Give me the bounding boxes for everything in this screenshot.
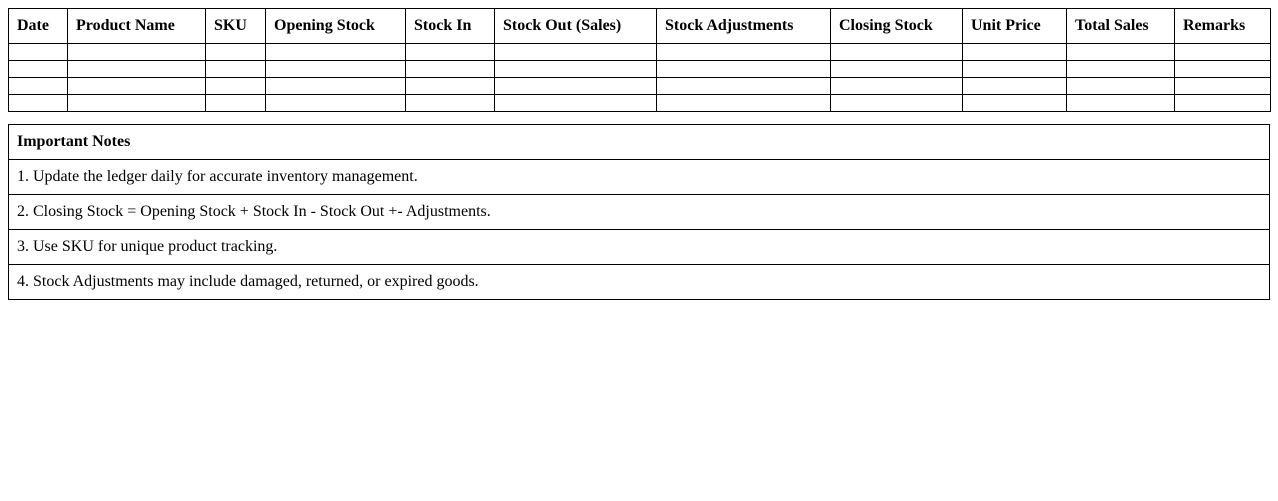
table-row bbox=[8, 43, 1271, 61]
table-cell[interactable] bbox=[67, 60, 206, 78]
table-cell[interactable] bbox=[830, 77, 963, 95]
note-item: 2. Closing Stock = Opening Stock + Stock… bbox=[8, 194, 1270, 230]
table-cell[interactable] bbox=[962, 60, 1067, 78]
table-cell[interactable] bbox=[405, 77, 495, 95]
table-cell[interactable] bbox=[265, 94, 406, 112]
table-cell[interactable] bbox=[67, 77, 206, 95]
table-cell[interactable] bbox=[494, 77, 657, 95]
inventory-ledger-table: Date Product Name SKU Opening Stock Stoc… bbox=[8, 8, 1271, 112]
table-cell[interactable] bbox=[205, 77, 266, 95]
col-sku: SKU bbox=[205, 8, 266, 44]
table-cell[interactable] bbox=[656, 77, 831, 95]
table-cell[interactable] bbox=[205, 60, 266, 78]
table-cell[interactable] bbox=[830, 43, 963, 61]
important-notes-table: Important Notes 1. Update the ledger dai… bbox=[8, 124, 1270, 300]
table-cell[interactable] bbox=[8, 43, 68, 61]
table-cell[interactable] bbox=[405, 94, 495, 112]
table-cell[interactable] bbox=[962, 94, 1067, 112]
col-total-sales: Total Sales bbox=[1066, 8, 1175, 44]
col-remarks: Remarks bbox=[1174, 8, 1271, 44]
table-cell[interactable] bbox=[8, 60, 68, 78]
table-cell[interactable] bbox=[8, 94, 68, 112]
table-cell[interactable] bbox=[494, 60, 657, 78]
col-product-name: Product Name bbox=[67, 8, 206, 44]
table-cell[interactable] bbox=[656, 43, 831, 61]
table-cell[interactable] bbox=[962, 77, 1067, 95]
table-cell[interactable] bbox=[830, 94, 963, 112]
table-cell[interactable] bbox=[1066, 60, 1175, 78]
col-stock-out: Stock Out (Sales) bbox=[494, 8, 657, 44]
table-cell[interactable] bbox=[494, 94, 657, 112]
col-closing-stock: Closing Stock bbox=[830, 8, 963, 44]
table-row bbox=[8, 77, 1271, 95]
col-stock-in: Stock In bbox=[405, 8, 495, 44]
table-cell[interactable] bbox=[1066, 94, 1175, 112]
table-cell[interactable] bbox=[265, 43, 406, 61]
table-cell[interactable] bbox=[205, 94, 266, 112]
note-item: 3. Use SKU for unique product tracking. bbox=[8, 229, 1270, 265]
table-cell[interactable] bbox=[265, 60, 406, 78]
table-cell[interactable] bbox=[405, 43, 495, 61]
table-cell[interactable] bbox=[962, 43, 1067, 61]
table-cell[interactable] bbox=[1174, 43, 1271, 61]
table-cell[interactable] bbox=[67, 94, 206, 112]
table-cell[interactable] bbox=[1174, 60, 1271, 78]
table-cell[interactable] bbox=[494, 43, 657, 61]
table-cell[interactable] bbox=[265, 77, 406, 95]
note-item: 4. Stock Adjustments may include damaged… bbox=[8, 264, 1270, 300]
col-unit-price: Unit Price bbox=[962, 8, 1067, 44]
table-cell[interactable] bbox=[1066, 77, 1175, 95]
table-cell[interactable] bbox=[205, 43, 266, 61]
table-cell[interactable] bbox=[67, 43, 206, 61]
header-row: Date Product Name SKU Opening Stock Stoc… bbox=[8, 8, 1271, 44]
notes-title: Important Notes bbox=[8, 124, 1270, 160]
table-cell[interactable] bbox=[1174, 77, 1271, 95]
table-cell[interactable] bbox=[8, 77, 68, 95]
table-cell[interactable] bbox=[1174, 94, 1271, 112]
col-stock-adjustments: Stock Adjustments bbox=[656, 8, 831, 44]
table-cell[interactable] bbox=[656, 60, 831, 78]
table-cell[interactable] bbox=[830, 60, 963, 78]
note-item: 1. Update the ledger daily for accurate … bbox=[8, 159, 1270, 195]
table-cell[interactable] bbox=[405, 60, 495, 78]
table-cell[interactable] bbox=[656, 94, 831, 112]
table-row bbox=[8, 94, 1271, 112]
table-row bbox=[8, 60, 1271, 78]
col-date: Date bbox=[8, 8, 68, 44]
col-opening-stock: Opening Stock bbox=[265, 8, 406, 44]
table-cell[interactable] bbox=[1066, 43, 1175, 61]
